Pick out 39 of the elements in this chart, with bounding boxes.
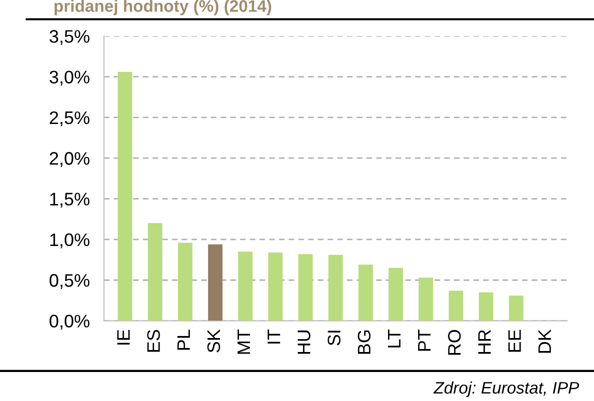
y-tick-label: 3,5% xyxy=(50,30,90,45)
bar xyxy=(148,223,162,321)
bar xyxy=(448,290,464,321)
y-tick-label: 2,0% xyxy=(50,152,90,167)
bar xyxy=(178,242,192,321)
bar xyxy=(268,252,283,321)
bar xyxy=(358,264,373,321)
bar xyxy=(418,278,434,321)
chart-title: pridanej hodnoty (%) (2014) xyxy=(54,0,272,16)
x-tick-label: IE xyxy=(117,330,130,345)
x-tick-label: IT xyxy=(268,330,280,344)
bar xyxy=(208,244,222,321)
y-tick-label: 1,5% xyxy=(50,192,90,208)
y-tick-label: 1,0% xyxy=(50,233,90,248)
x-tick-label: DK xyxy=(538,329,551,353)
x-tick-label: RO xyxy=(448,330,461,355)
bar xyxy=(118,72,132,321)
x-tick-label: HU xyxy=(298,330,310,354)
x-tick-label: ES xyxy=(147,330,160,352)
x-tick-label: BG xyxy=(358,330,371,354)
x-tick-label: SI xyxy=(328,330,340,346)
text: Zdroj: Eurostat, IPP xyxy=(433,381,580,397)
x-tick-label: HR xyxy=(478,330,491,354)
x-tick-label: PL xyxy=(177,330,190,350)
y-tick-label: 2,5% xyxy=(50,111,90,126)
bar xyxy=(478,292,494,321)
x-tick-label: MT xyxy=(238,330,250,354)
bar xyxy=(238,252,253,321)
y-tick-label: 3,0% xyxy=(50,70,90,86)
bar xyxy=(328,254,343,321)
x-tick-label: EE xyxy=(508,330,521,352)
y-tick-label: 0,5% xyxy=(50,274,90,289)
bar xyxy=(508,296,524,321)
x-tick-label: LT xyxy=(388,330,400,348)
x-tick-label: PT xyxy=(418,330,431,351)
x-tick-label: SK xyxy=(207,329,220,352)
bar xyxy=(388,268,403,321)
y-tick-label: 0,0% xyxy=(50,314,90,330)
bar xyxy=(298,254,313,321)
